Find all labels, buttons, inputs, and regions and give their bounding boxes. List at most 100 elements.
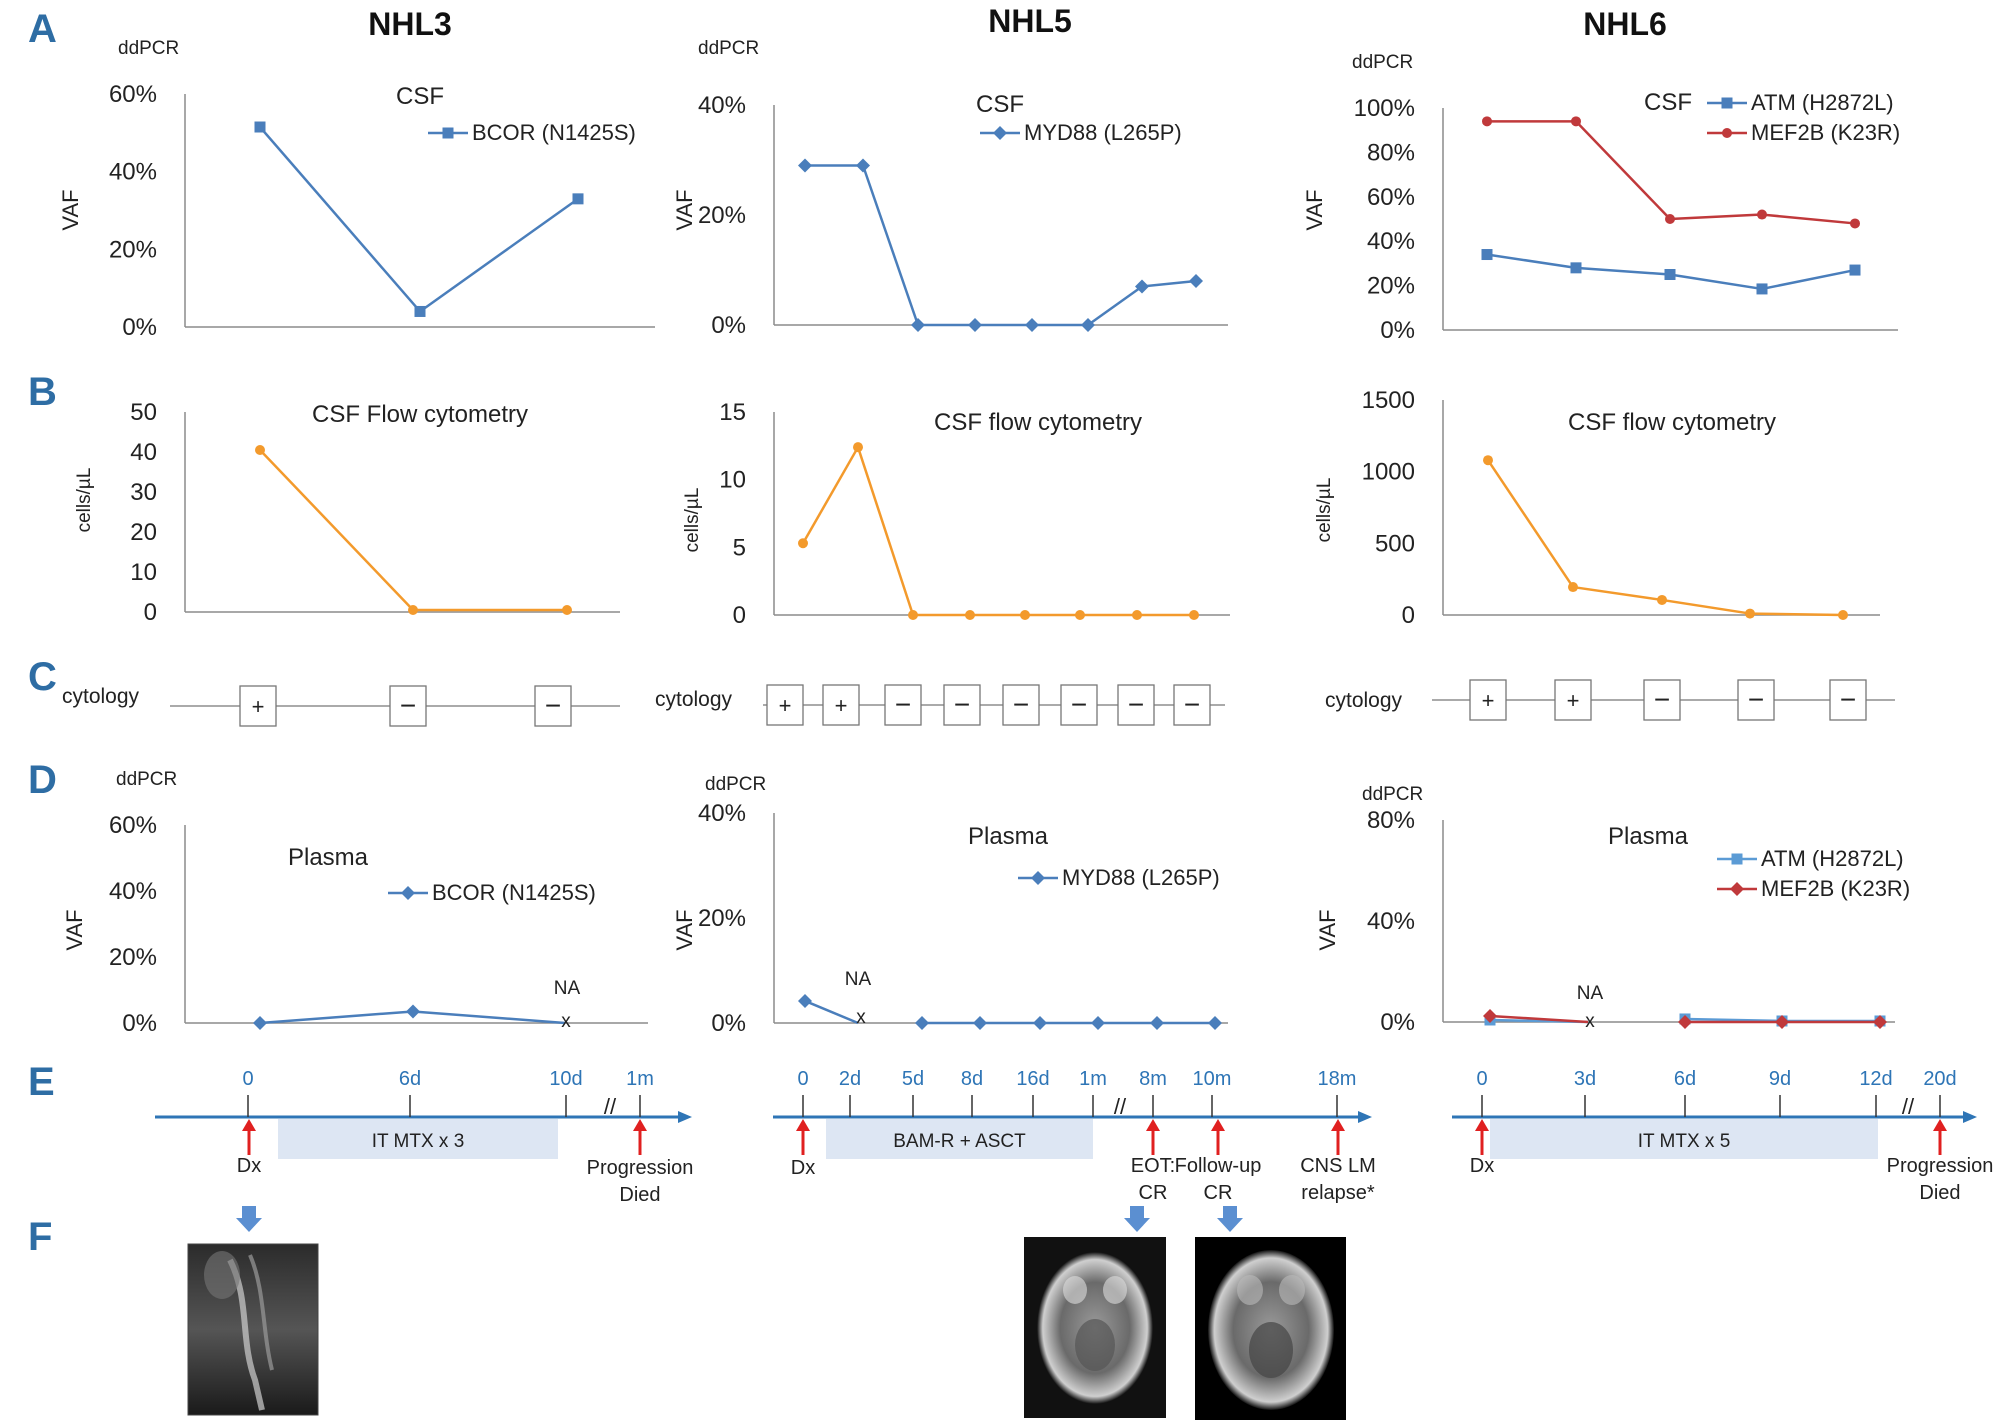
data-point xyxy=(1481,249,1493,261)
cytology-result: − xyxy=(895,689,911,720)
y-tick-label: 40% xyxy=(109,159,157,186)
y-tick-label: 60% xyxy=(109,81,157,108)
y-axis-label: VAF xyxy=(62,909,87,950)
y-tick-label: 500 xyxy=(1375,530,1415,557)
timeline-nhl5: BAM-R + ASCT 0 2d 5d 8d 16d 1m 8m 10m 18m // Dx EOT:… xyxy=(773,1068,1376,1204)
series-line-segment xyxy=(861,165,920,326)
y-tick-label: 0% xyxy=(711,1010,746,1037)
chart-a-nhl3: 0% 20% 40% 60% VAF CSF BCOR (N1425S) xyxy=(58,81,655,341)
series-line-segment xyxy=(1141,279,1197,288)
y-tick-label: 30 xyxy=(130,479,157,506)
timeline-tick-label: 9d xyxy=(1769,1068,1791,1090)
y-tick-label: 20% xyxy=(698,905,746,932)
timeline-arrowhead xyxy=(1963,1111,1977,1123)
event-label: Dx xyxy=(1470,1155,1494,1177)
data-point xyxy=(1571,116,1581,127)
cytology-box xyxy=(389,685,427,727)
panel-letter-e: E xyxy=(28,1060,55,1104)
chart-a-nhl6: 0% 20% 40% 60% 80% 100% VAF CSF ATM (H2872L) MEF2… xyxy=(1302,89,1900,344)
treatment-label: IT MTX x 5 xyxy=(1638,1131,1731,1152)
chart-b-nhl3: 0 10 20 30 40 50 cells/µL CSF Flow cytometry xyxy=(74,399,620,626)
down-arrow-icon xyxy=(1217,1206,1243,1232)
timeline-tick-label: 0 xyxy=(1476,1068,1487,1090)
data-point xyxy=(253,1016,267,1030)
data-point xyxy=(1664,269,1676,280)
cytology-result: + xyxy=(1567,688,1580,713)
y-tick-label: 40% xyxy=(109,878,157,905)
timeline-break-mark: // xyxy=(604,1094,617,1119)
cytology-result: − xyxy=(1013,689,1029,720)
data-point xyxy=(1838,610,1848,620)
data-point xyxy=(798,158,812,173)
timeline-tick-label: 12d xyxy=(1859,1068,1892,1090)
chart-title: Plasma xyxy=(1608,823,1689,850)
patient-title-nhl5: NHL5 xyxy=(988,3,1072,39)
timeline-tick-label: 1m xyxy=(1079,1068,1107,1090)
timeline-tick-label: 10m xyxy=(1193,1068,1232,1090)
legend-label: MEF2B (K23R) xyxy=(1751,120,1900,145)
data-point xyxy=(915,1016,929,1030)
event-arrowhead xyxy=(1331,1119,1345,1131)
cytology-result: − xyxy=(954,689,970,720)
cytology-box xyxy=(1643,679,1681,721)
series-line-segment xyxy=(412,1010,566,1025)
timeline-tick-label: 10d xyxy=(549,1068,582,1090)
ddpcr-label-a3: ddPCR xyxy=(1352,52,1413,73)
event-label: Dx xyxy=(237,1155,261,1177)
data-point xyxy=(1189,610,1199,620)
cytology-result: − xyxy=(1071,689,1087,720)
y-tick-label: 40% xyxy=(1367,228,1415,255)
data-point xyxy=(572,193,584,205)
cytology-result: − xyxy=(400,690,416,721)
y-tick-label: 40% xyxy=(698,800,746,827)
y-axis-label: cells/µL xyxy=(1314,478,1335,543)
series-line-segment xyxy=(1575,266,1671,276)
treatment-label: IT MTX x 3 xyxy=(372,1131,465,1152)
data-point xyxy=(562,605,572,615)
y-tick-label: 40 xyxy=(130,439,157,466)
cytology-label: cytology xyxy=(655,688,733,711)
legend-marker xyxy=(401,886,415,900)
event-label: Dx xyxy=(791,1157,815,1179)
chart-title: CSF flow cytometry xyxy=(934,409,1142,436)
cytology-result: + xyxy=(252,694,265,719)
cytology-box xyxy=(1173,684,1211,726)
event-label: relapse* xyxy=(1301,1182,1375,1204)
data-point xyxy=(1033,1016,1047,1030)
timeline-tick-label: 8m xyxy=(1139,1068,1167,1090)
event-arrowhead xyxy=(1211,1119,1225,1131)
y-tick-label: 0 xyxy=(144,599,157,626)
data-point xyxy=(1850,218,1860,229)
x-mark-nhl3: x xyxy=(561,1011,571,1032)
event-label: Died xyxy=(1919,1182,1960,1204)
chart-d-nhl3: 0% 20% 40% 60% VAF Plasma BCOR (N1425S) xyxy=(62,812,648,1037)
y-tick-label: 100% xyxy=(1354,95,1415,122)
data-point xyxy=(1849,264,1861,276)
timeline-tick-label: 18m xyxy=(1318,1068,1357,1090)
data-point xyxy=(911,318,925,332)
na-label-nhl3: NA xyxy=(554,978,581,999)
series-line-segment xyxy=(259,449,414,611)
timeline-tick-label: 6d xyxy=(1674,1068,1696,1090)
cytology-result: + xyxy=(779,693,792,718)
data-point xyxy=(1081,318,1095,332)
y-tick-label: 0% xyxy=(711,312,746,339)
series-line-segment xyxy=(856,446,915,616)
data-point xyxy=(1483,1008,1497,1023)
data-point xyxy=(414,305,426,317)
series-line-segment xyxy=(1572,585,1663,602)
legend-marker xyxy=(442,127,454,139)
x-mark-nhl5: x xyxy=(856,1007,866,1028)
cytology-result: − xyxy=(1840,684,1856,715)
data-point xyxy=(406,1004,420,1019)
event-label: CR xyxy=(1204,1182,1233,1204)
cytology-result: − xyxy=(545,690,561,721)
data-point xyxy=(1570,262,1582,274)
cytology-row-nhl6: cytology + + − − − xyxy=(1325,679,1895,721)
data-point xyxy=(1189,274,1203,288)
legend-marker xyxy=(1031,871,1045,885)
cytology-result: − xyxy=(1654,684,1670,715)
timeline-break-mark: // xyxy=(1902,1094,1915,1119)
patient-title-nhl6: NHL6 xyxy=(1583,6,1667,42)
